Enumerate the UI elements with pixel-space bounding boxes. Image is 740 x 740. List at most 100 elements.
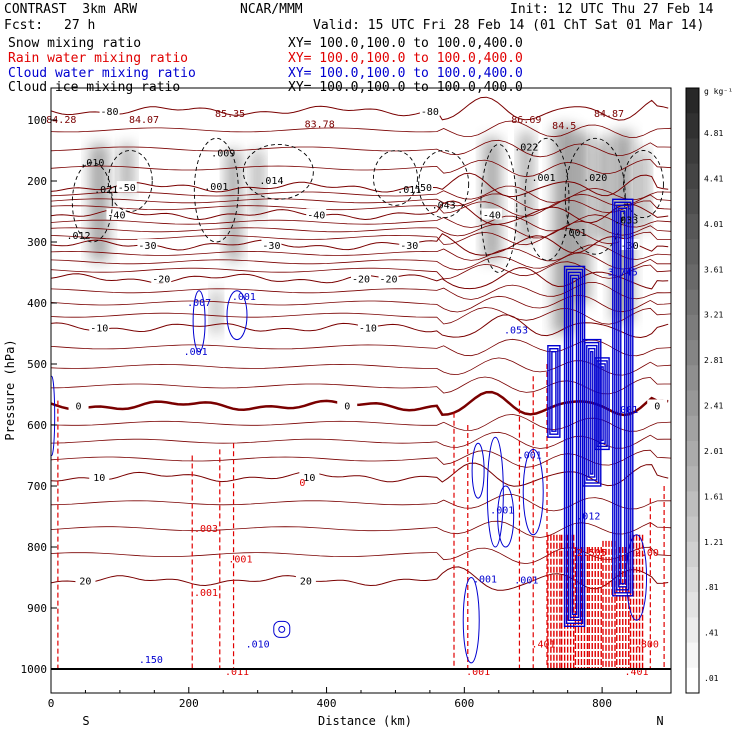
isotherm-label: 0 — [76, 401, 82, 412]
cloud-ice-contours — [71, 137, 664, 273]
contour-value: .043 — [432, 200, 456, 211]
colorbar-segment — [686, 188, 699, 215]
isotherm-minor — [51, 413, 671, 432]
isotherm-minor — [51, 546, 671, 565]
isotherm-label: -20 — [380, 275, 398, 286]
contour-value: .012 — [576, 512, 600, 523]
isotherm-label-bg — [99, 104, 120, 116]
y-tick-label: 900 — [27, 602, 47, 615]
isotherm-label-bg — [89, 470, 110, 482]
colorbar-label: 4.41 — [704, 174, 723, 183]
x-tick-label: 400 — [317, 697, 337, 710]
isotherm-minor — [51, 220, 671, 239]
snow-plume — [573, 132, 590, 303]
colorbar-segment — [686, 340, 699, 366]
isotherm-label-bg — [89, 321, 110, 333]
cloud-water-core — [616, 204, 630, 591]
contour-value: .001 — [518, 451, 542, 462]
cloud-water-core — [596, 360, 608, 448]
isotherm-label: -80 — [101, 107, 119, 118]
colorbar-segment — [686, 138, 699, 165]
isotherm-label-bg — [399, 239, 420, 251]
colorbar-frame — [685, 87, 700, 694]
contour-value: .011 — [225, 667, 249, 678]
colorbar-segment — [686, 440, 699, 467]
isotherm-label: -10 — [359, 323, 377, 334]
contour-value: 83.78 — [305, 119, 335, 130]
cloud-water-contour — [51, 375, 56, 456]
isotherm-label: 0 — [654, 401, 660, 412]
colorbar-label: 4.01 — [704, 220, 723, 229]
init-time: Init: 12 UTC Thu 27 Feb 14 — [510, 2, 714, 17]
contour-value: 85.35 — [215, 109, 245, 120]
isotherm-label-bg — [413, 181, 433, 193]
y-tick-label: 300 — [27, 236, 47, 249]
plot-frame — [50, 87, 672, 694]
snow-plume — [520, 132, 533, 242]
snow-plume — [595, 138, 610, 242]
field-name-snow: Snow mixing ratio — [8, 36, 142, 51]
x-tick-label: 0 — [48, 697, 55, 710]
snow-plume — [553, 126, 576, 334]
x-tick-label: 600 — [454, 697, 474, 710]
y-tick-label: 600 — [27, 419, 47, 432]
contour-value: .001 — [184, 347, 208, 358]
isotherm-minor — [51, 228, 671, 246]
colorbar-label: 2.01 — [704, 447, 723, 456]
snow-plume — [90, 144, 109, 261]
ice-contour — [193, 137, 239, 243]
cloud-water-contour — [497, 485, 515, 548]
rain-water-contours — [57, 364, 665, 669]
colorbar-label: .01 — [704, 674, 719, 683]
snow-plume — [638, 150, 649, 230]
colorbar-label: 2.81 — [704, 356, 723, 365]
cloud-water-core — [618, 207, 628, 588]
snow-plume — [212, 290, 221, 334]
contour-value: .001 — [228, 554, 252, 565]
contour-value: 3.745 — [608, 268, 638, 279]
x-tick-label: 800 — [592, 697, 612, 710]
isotherm-label: -20 — [152, 275, 170, 286]
contour-value: .401 — [625, 667, 649, 678]
isotherm-label: -30 — [400, 241, 418, 252]
isotherm-minor — [51, 120, 671, 138]
isotherm-label: -80 — [421, 107, 439, 118]
isotherm-label: -30 — [262, 241, 280, 252]
contour-value: .401 — [532, 640, 556, 651]
cloud-water-core — [547, 345, 561, 438]
y-axis-title: Pressure (hPa) — [3, 339, 17, 440]
cloud-water-core — [612, 198, 634, 597]
isotherm-label-bg — [378, 272, 399, 284]
colorbar-segment — [686, 541, 699, 568]
ice-contour — [564, 137, 626, 255]
isotherm-minor — [51, 139, 671, 158]
field-name-cloud-water: Cloud water mixing ratio — [8, 66, 196, 81]
colorbar-segment — [686, 314, 699, 341]
cloud-water-core — [614, 201, 632, 594]
contour-labels: 84.28 84.07 85.35 83.78 86.69 84.5 84.87 .010 .0… — [46, 109, 659, 678]
isotherm-label: 10 — [93, 473, 105, 484]
isotherm-label-bg — [351, 272, 371, 284]
field-xy-cloud-ice: XY= 100.0,100.0 to 100.0,400.0 — [288, 80, 523, 95]
contour-value: .007 — [187, 298, 211, 309]
contour-value: 2.00 — [635, 548, 659, 559]
colorbar-segment — [686, 264, 699, 291]
cloud-water-core — [569, 274, 580, 618]
field-xy-cloud-water: XY= 100.0,100.0 to 100.0,400.0 — [288, 66, 523, 81]
south-label: S — [82, 714, 89, 728]
cloud-water-contour — [486, 436, 504, 548]
contour-value: .001 — [473, 574, 497, 585]
isotherm-label: -30 — [621, 241, 639, 252]
y-tick-label: 200 — [27, 175, 47, 188]
contour-value: .010 — [246, 640, 270, 651]
isotherm-minor — [51, 244, 671, 262]
cloud-water-core — [588, 347, 596, 478]
contour-value: .800 — [635, 640, 659, 651]
isotherm-label: 20 — [300, 577, 312, 588]
isotherm--80 — [51, 96, 669, 121]
isotherm--20 — [51, 267, 669, 290]
y-tick-label: 100 — [27, 114, 47, 127]
isotherm-label: 0 — [344, 401, 350, 412]
isotherm-minor — [51, 376, 671, 395]
